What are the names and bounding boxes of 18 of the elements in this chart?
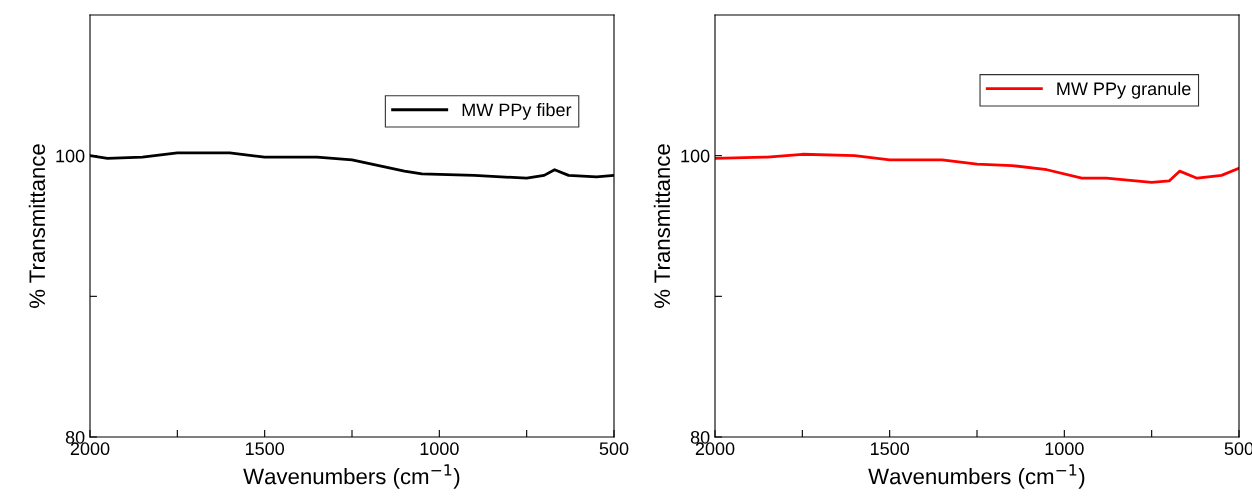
- legend-label: MW PPy granule: [1057, 81, 1191, 99]
- x-tick-label: 1000: [1045, 442, 1084, 456]
- x-tick-label: 2000: [695, 442, 735, 456]
- x-tick-label: 1500: [870, 442, 910, 456]
- line-series: [715, 152, 1239, 184]
- x-tick-label: 2000: [70, 442, 110, 456]
- x-tick-label: 1500: [245, 442, 285, 456]
- y-axis-title: % Transmittance: [28, 144, 46, 308]
- x-axis-title: Wavenumbers (cm$^{−1}$): [868, 464, 1085, 489]
- x-tick-label: 500: [599, 442, 629, 456]
- x-axis-title: Wavenumbers (cm$^{−1}$): [243, 464, 460, 489]
- y-tick-label: 80: [65, 430, 85, 444]
- legend-label: MW PPy fiber: [462, 102, 572, 120]
- x-tick-label: 1000: [420, 442, 459, 456]
- y-tick-label: 80: [690, 430, 710, 444]
- y-axis-title: % Transmittance: [653, 144, 671, 308]
- y-tick-label: 100: [681, 149, 710, 163]
- y-tick-label: 100: [56, 149, 85, 163]
